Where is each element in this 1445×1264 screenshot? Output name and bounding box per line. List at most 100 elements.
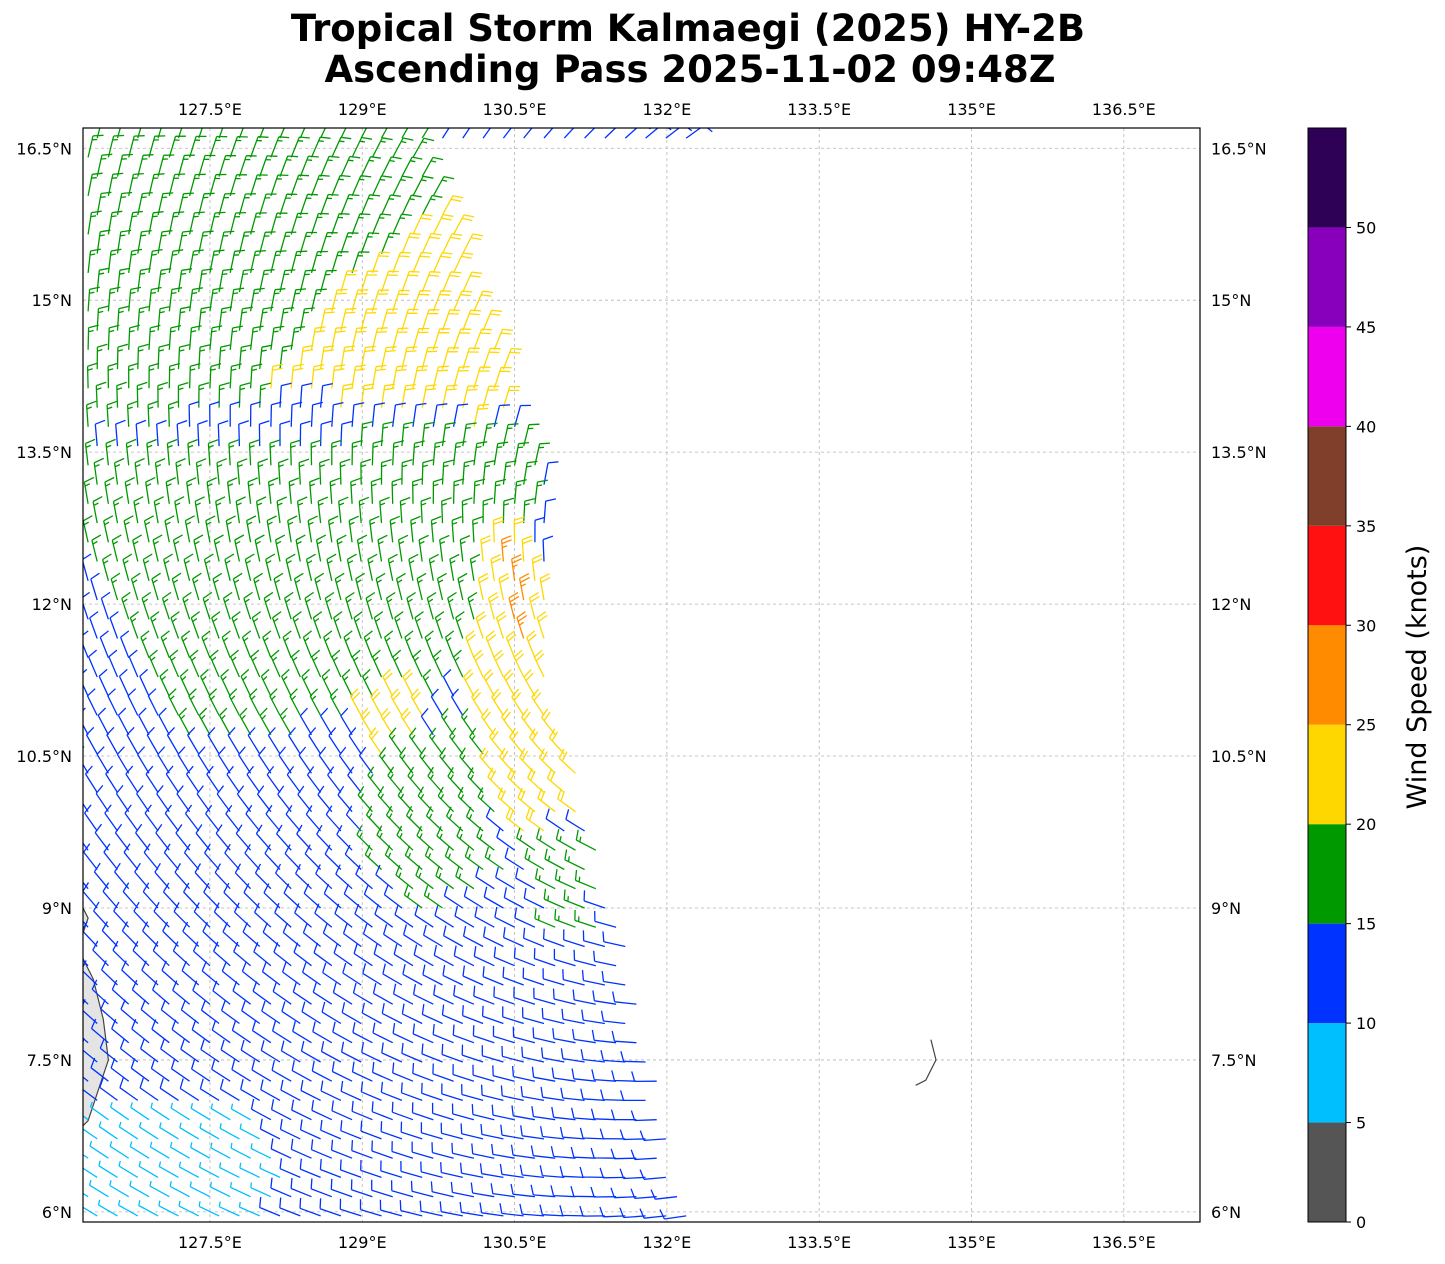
wind-barb — [611, 1070, 637, 1082]
wind-barb — [360, 270, 379, 293]
wind-barb — [499, 1163, 524, 1179]
wind-barb — [220, 668, 231, 697]
wind-barb — [379, 1199, 403, 1217]
wind-barb — [291, 1099, 312, 1121]
wind-barb — [300, 1040, 321, 1063]
wind-barb — [333, 942, 353, 967]
wind-barb — [665, 128, 693, 139]
wind-barb — [301, 1001, 321, 1025]
wind-barb — [307, 515, 318, 543]
wind-barb — [115, 419, 126, 447]
wind-barb — [531, 1106, 556, 1121]
wind-barb — [247, 477, 258, 504]
wind-barb — [461, 1044, 484, 1063]
wind-barb — [299, 269, 317, 293]
wind-barb — [453, 252, 474, 274]
wind-barb — [534, 516, 546, 543]
wind-barb — [441, 1004, 464, 1025]
wind-barb — [128, 324, 140, 350]
wind-barb — [248, 688, 261, 716]
wind-barb — [452, 649, 464, 678]
wind-barb — [434, 611, 445, 639]
wind-barb — [218, 344, 232, 370]
wind-barb — [238, 1201, 260, 1217]
wind-barb — [109, 1102, 130, 1121]
wind-barb — [590, 1147, 617, 1159]
wind-barb — [219, 707, 231, 736]
wind-barb — [579, 1166, 605, 1179]
wind-barb — [428, 727, 444, 755]
wind-barb — [441, 347, 460, 370]
wind-barb — [270, 212, 288, 235]
wind-barb — [659, 1209, 687, 1220]
wind-barb — [96, 305, 109, 331]
wind-barb — [210, 1103, 231, 1121]
wind-barb — [290, 363, 304, 389]
wind-barb — [252, 981, 272, 1005]
wind-barb — [365, 591, 376, 620]
wind-barb — [111, 534, 122, 562]
figure-title-line-1: Tropical Storm Kalmaegi (2025) HY-2B — [291, 7, 1085, 50]
wind-barb — [574, 909, 597, 928]
wind-barb — [157, 128, 162, 139]
wind-barb — [348, 515, 359, 543]
wind-barb — [421, 309, 440, 331]
wind-barb — [400, 707, 414, 736]
wind-barb — [190, 1103, 211, 1121]
wind-barb — [404, 630, 414, 659]
wind-barb — [419, 1200, 443, 1217]
wind-barb — [342, 923, 362, 948]
wind-barb — [401, 156, 423, 177]
lon-tick-label-top: 129°E — [338, 100, 387, 119]
wind-barb — [149, 1141, 170, 1159]
wind-barb — [360, 1120, 382, 1140]
wind-barb — [94, 823, 109, 851]
wind-barb — [473, 328, 493, 351]
wind-barb — [286, 766, 301, 793]
wind-barb — [250, 1098, 272, 1121]
wind-barb — [261, 1000, 281, 1025]
wind-barb — [382, 668, 394, 697]
wind-barb — [177, 306, 192, 331]
wind-barb — [412, 327, 430, 350]
wind-barb — [260, 1079, 281, 1101]
wind-barb — [83, 1076, 89, 1082]
wind-barb — [351, 364, 366, 389]
wind-barb — [84, 765, 98, 793]
wind-barb — [290, 1178, 312, 1198]
wind-barb — [188, 400, 200, 427]
wind-barb — [490, 1183, 515, 1198]
wind-barb — [213, 534, 224, 562]
wind-barb — [280, 1079, 301, 1101]
wind-barb — [502, 927, 524, 948]
wind-barb — [164, 515, 175, 543]
wind-barb — [380, 1160, 403, 1179]
wind-barb — [459, 1201, 484, 1217]
wind-barb — [168, 324, 182, 350]
wind-barb — [126, 726, 139, 755]
wind-barb — [502, 128, 512, 139]
wind-barb — [229, 174, 247, 197]
wind-barb — [177, 154, 195, 177]
wind-barb — [432, 290, 452, 312]
wind-barb — [420, 707, 434, 736]
lon-tick-label-top: 127.5°E — [178, 100, 242, 119]
longitude-ticks-bottom: 127.5°E 129°E 130.5°E 132°E 133.5°E 135°E 136.… — [178, 1233, 1156, 1252]
wind-barb — [453, 945, 475, 967]
wind-barb — [392, 649, 403, 678]
wind-barb — [442, 965, 464, 986]
wind-barb — [542, 928, 565, 948]
wind-barb — [208, 688, 220, 716]
wind-barb — [432, 649, 444, 678]
wind-barb — [500, 1085, 524, 1102]
wind-barb — [299, 155, 319, 177]
wind-barb — [199, 1122, 220, 1140]
wind-barb — [388, 727, 403, 755]
wind-barb — [402, 963, 423, 986]
lon-tick-label-bottom: 132°E — [643, 1233, 692, 1252]
wind-barb — [110, 572, 121, 601]
wind-barb — [513, 404, 531, 427]
wind-barb — [533, 649, 545, 678]
wind-barb — [473, 478, 486, 504]
wind-barb — [455, 866, 475, 890]
